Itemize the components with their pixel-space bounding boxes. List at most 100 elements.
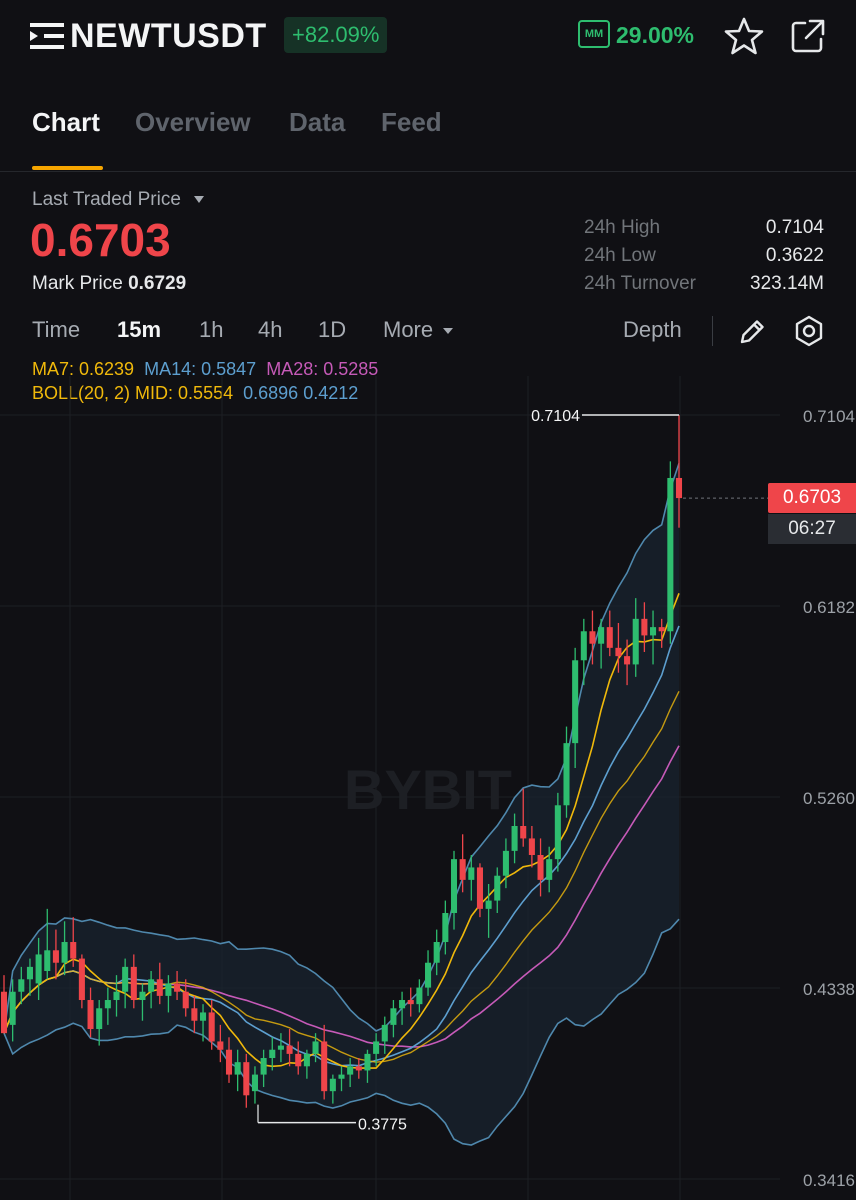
candle-body	[295, 1053, 302, 1067]
candle	[563, 726, 570, 818]
divider	[712, 316, 713, 346]
candle	[407, 987, 414, 1017]
candle	[450, 850, 458, 930]
candle	[122, 958, 129, 1009]
interval-4h[interactable]: 4h	[258, 317, 283, 342]
y-tick-label: 0.3416	[803, 1171, 855, 1190]
depth-button[interactable]: Depth	[623, 317, 682, 342]
candle	[113, 975, 120, 1017]
candle	[546, 846, 553, 893]
candle	[347, 1058, 354, 1088]
candle-body	[580, 631, 587, 661]
candle	[286, 1029, 293, 1067]
candle	[182, 979, 189, 1017]
candle	[61, 921, 68, 976]
ma7-value: MA7: 0.6239	[32, 359, 135, 379]
candle	[667, 461, 674, 644]
caret-down-icon[interactable]	[443, 328, 453, 334]
candle	[502, 838, 509, 889]
candle-body	[35, 954, 42, 984]
candle	[251, 1066, 258, 1104]
candle	[269, 1037, 276, 1071]
candle-body	[667, 477, 674, 632]
candle	[200, 1004, 207, 1042]
current-price-tag: 0.6703	[768, 483, 856, 513]
candle-body	[243, 1062, 250, 1096]
candle-body	[148, 979, 155, 992]
candle	[390, 1000, 397, 1038]
candle-body	[425, 962, 432, 988]
candle	[399, 991, 406, 1025]
candle-body	[598, 627, 605, 644]
candle	[373, 1033, 380, 1067]
candle	[355, 1058, 362, 1079]
candle-body	[355, 1066, 362, 1071]
star-icon[interactable]	[724, 16, 764, 56]
interval-time[interactable]: Time	[32, 317, 81, 342]
candle	[338, 1066, 345, 1092]
candle-body	[9, 991, 16, 1025]
ma28-value: MA28: 0.5285	[266, 359, 379, 379]
candle	[485, 884, 492, 938]
interval-more[interactable]: More	[383, 317, 434, 342]
candle	[381, 1016, 388, 1054]
interval-1d[interactable]: 1D	[318, 317, 347, 342]
candle-body	[96, 1008, 103, 1030]
candle	[35, 937, 42, 1001]
last-traded-price-label[interactable]: Last Traded Price	[32, 189, 181, 210]
candle	[494, 867, 501, 914]
candle-body	[286, 1045, 293, 1054]
candle-body	[321, 1041, 328, 1092]
candle-body	[70, 942, 77, 959]
pen-icon[interactable]	[736, 316, 768, 348]
candle-body	[156, 979, 163, 996]
candle	[217, 1024, 224, 1063]
stat-24h-turnover-value: 323.14M	[750, 273, 824, 294]
boll-lower-value: 0.4212	[303, 383, 359, 403]
candle-body	[494, 875, 501, 901]
candle-body	[329, 1078, 336, 1092]
candle-body	[18, 979, 25, 992]
mm-value[interactable]: 29.00%	[616, 22, 695, 48]
tab-data[interactable]: Data	[289, 107, 346, 137]
candle-body	[381, 1024, 388, 1042]
candle-body	[624, 656, 631, 665]
menu-icon[interactable]	[30, 22, 66, 50]
candle	[433, 929, 440, 976]
candle	[18, 966, 25, 1005]
candle	[554, 792, 561, 872]
tab-overview[interactable]: Overview	[135, 107, 251, 137]
tab-chart[interactable]: Chart	[32, 107, 100, 137]
candle	[104, 987, 111, 1025]
candle-body	[234, 1062, 241, 1075]
interval-15m[interactable]: 15m	[117, 317, 162, 342]
mark-price-value: 0.6729	[128, 273, 187, 294]
candle	[148, 971, 155, 1009]
candle	[208, 1000, 215, 1050]
stat-24h-low-value: 0.3622	[765, 245, 824, 266]
candle	[87, 987, 94, 1038]
candle	[277, 1033, 284, 1063]
candle-body	[390, 1008, 397, 1025]
candle	[295, 1041, 302, 1075]
stat-24h-high-value: 0.7104	[765, 217, 824, 238]
candlestick-chart[interactable]: BYBIT 0.7104 0.3775 0.7104 0.6182 0.5260 0.4…	[0, 376, 856, 1200]
candle-body	[225, 1049, 233, 1075]
share-icon[interactable]	[788, 16, 828, 56]
tab-feed[interactable]: Feed	[381, 107, 442, 137]
candle-body	[113, 991, 120, 1001]
symbol-title[interactable]: NEWTUSDT	[70, 17, 267, 55]
caret-down-icon[interactable]	[194, 196, 204, 203]
candle-body	[468, 867, 475, 880]
candle	[70, 917, 77, 967]
candle-body	[277, 1045, 284, 1050]
candle	[364, 1049, 371, 1083]
candle-body	[459, 859, 466, 880]
interval-1h[interactable]: 1h	[199, 317, 224, 342]
candle	[476, 863, 483, 918]
settings-icon[interactable]	[792, 314, 826, 348]
mm-icon[interactable]: MM	[578, 20, 610, 48]
candle	[537, 838, 544, 897]
candle-body	[442, 913, 449, 943]
y-tick-label: 0.6182	[803, 598, 855, 617]
